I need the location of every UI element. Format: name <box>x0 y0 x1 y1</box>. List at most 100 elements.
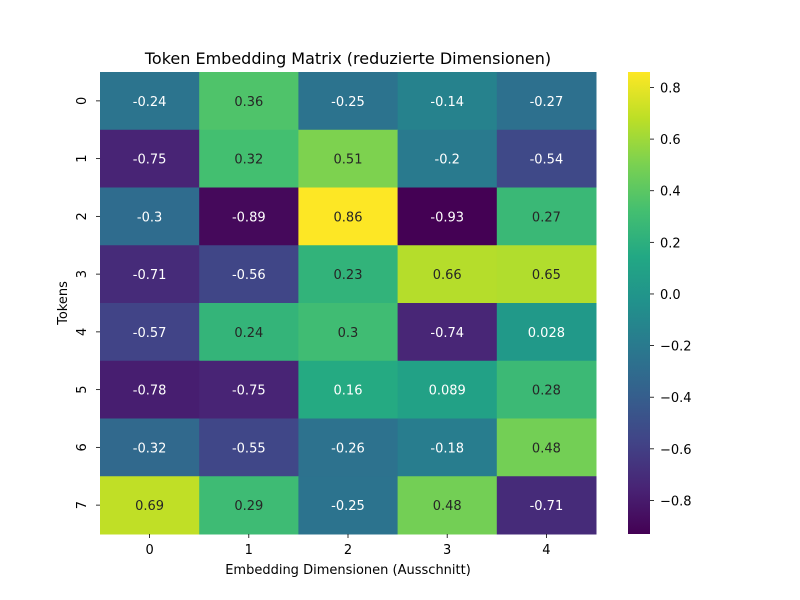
heatmap-cell-r0-c0 <box>100 72 200 131</box>
cell-label-r6-c4: 0.48 <box>532 441 561 456</box>
heatmap-cell-r4-c1 <box>199 303 299 362</box>
cell-label-r6-c3: -0.18 <box>430 441 464 456</box>
cell-label-r4-c3: -0.74 <box>430 326 464 341</box>
heatmap-cell-labels: -0.24 0.36 -0.25 -0.14 -0.27 -0.75 0.32 0.51 -0.… <box>133 95 565 514</box>
heatmap-cell-r0-c3 <box>397 72 498 131</box>
cell-label-r7-c4: -0.71 <box>530 499 564 514</box>
cell-label-r0-c3: -0.14 <box>430 95 464 110</box>
cell-label-r1-c4: -0.54 <box>530 153 564 168</box>
y-axis-label: Tokens <box>56 281 71 326</box>
heatmap-cell-r0-c2 <box>298 72 399 131</box>
y-tick-label-4: 4 <box>75 328 90 336</box>
heatmap-cell-r7-c0 <box>100 476 200 535</box>
y-tick-label-6: 6 <box>75 443 90 451</box>
heatmap-cell-r4-c0 <box>100 303 200 362</box>
cell-label-r1-c0: -0.75 <box>133 153 167 168</box>
colorbar-gradient <box>628 72 650 534</box>
heatmap-cell-r3-c1 <box>199 245 299 304</box>
heatmap-cell-r5-c2 <box>298 360 399 419</box>
cell-label-r4-c2: 0.3 <box>338 326 359 341</box>
x-axis-label: Embedding Dimensionen (Ausschnitt) <box>225 563 471 578</box>
colorbar-tick-label-7: −0.6 <box>660 443 692 458</box>
heatmap-cell-r5-c0 <box>100 360 200 419</box>
cell-label-r0-c2: -0.25 <box>331 95 365 110</box>
cell-label-r2-c3: -0.93 <box>430 210 464 225</box>
y-tick-label-3: 3 <box>75 270 90 278</box>
heatmap-cell-r6-c4 <box>496 418 597 477</box>
colorbar-tick-label-3: 0.2 <box>660 236 681 251</box>
heatmap-cell-r0-c1 <box>199 72 299 131</box>
cell-label-r4-c1: 0.24 <box>234 326 263 341</box>
cell-label-r4-c4: 0.028 <box>528 326 565 341</box>
cell-label-r1-c3: -0.2 <box>435 153 460 168</box>
colorbar-ticks: 0.8 0.6 0.4 0.2 0.0 −0.2 −0.4 −0.6 −0.8 <box>650 81 692 509</box>
heatmap-cell-r6-c2 <box>298 418 399 477</box>
cell-label-r3-c2: 0.23 <box>334 268 363 283</box>
heatmap-cell-r7-c4 <box>496 476 597 535</box>
heatmap-cell-r2-c2 <box>298 187 399 246</box>
cell-label-r0-c4: -0.27 <box>530 95 564 110</box>
cell-label-r1-c2: 0.51 <box>334 153 363 168</box>
x-tick-label-0: 0 <box>145 543 153 558</box>
heatmap-cell-r6-c1 <box>199 418 299 477</box>
colorbar-tick-label-6: −0.4 <box>660 391 692 406</box>
cell-label-r3-c3: 0.66 <box>433 268 462 283</box>
heatmap-cell-r1-c3 <box>397 129 498 188</box>
cell-label-r0-c1: 0.36 <box>234 95 263 110</box>
cell-label-r6-c0: -0.32 <box>133 441 167 456</box>
y-tick-label-1: 1 <box>75 154 90 162</box>
heatmap-cell-r3-c3 <box>397 245 498 304</box>
heatmap-cell-r1-c1 <box>199 129 299 188</box>
colorbar-tick-label-0: 0.8 <box>660 81 681 96</box>
heatmap-cell-r3-c4 <box>496 245 597 304</box>
cell-label-r3-c4: 0.65 <box>532 268 561 283</box>
heatmap-cell-r1-c0 <box>100 129 200 188</box>
cell-label-r7-c1: 0.29 <box>234 499 263 514</box>
heatmap-cell-r4-c3 <box>397 303 498 362</box>
heatmap-cell-r5-c1 <box>199 360 299 419</box>
heatmap-cell-r7-c2 <box>298 476 399 535</box>
y-tick-label-7: 7 <box>75 501 90 509</box>
heatmap-cell-r2-c4 <box>496 187 597 246</box>
cell-label-r5-c4: 0.28 <box>532 384 561 399</box>
cell-label-r5-c2: 0.16 <box>334 384 363 399</box>
y-tick-label-5: 5 <box>75 385 90 393</box>
cell-label-r5-c3: 0.089 <box>429 384 466 399</box>
cell-label-r2-c4: 0.27 <box>532 210 561 225</box>
x-tick-label-1: 1 <box>245 543 253 558</box>
heatmap-cell-r6-c3 <box>397 418 498 477</box>
cell-label-r5-c1: -0.75 <box>232 384 266 399</box>
cell-label-r2-c0: -0.3 <box>137 210 162 225</box>
cell-label-r6-c1: -0.55 <box>232 441 266 456</box>
cell-label-r2-c2: 0.86 <box>334 210 363 225</box>
y-axis-ticks: 0 1 2 3 4 5 6 7 <box>75 97 100 509</box>
x-tick-label-3: 3 <box>443 543 451 558</box>
heatmap-cell-r5-c4 <box>496 360 597 419</box>
chart-title: Token Embedding Matrix (reduzierte Dimen… <box>144 49 551 68</box>
heatmap-cell-r1-c4 <box>496 129 597 188</box>
heatmap-cell-r0-c4 <box>496 72 597 131</box>
cell-label-r7-c2: -0.25 <box>331 499 365 514</box>
cell-label-r5-c0: -0.78 <box>133 384 167 399</box>
colorbar: 0.8 0.6 0.4 0.2 0.0 −0.2 −0.4 −0.6 −0.8 <box>628 72 692 534</box>
colorbar-tick-label-2: 0.4 <box>660 185 681 200</box>
cell-label-r7-c3: 0.48 <box>433 499 462 514</box>
colorbar-tick-label-4: 0.0 <box>660 288 681 303</box>
y-tick-label-0: 0 <box>75 97 90 105</box>
heatmap-cell-r2-c3 <box>397 187 498 246</box>
y-tick-label-2: 2 <box>75 212 90 220</box>
x-tick-label-2: 2 <box>344 543 352 558</box>
cell-label-r3-c0: -0.71 <box>133 268 167 283</box>
cell-label-r6-c2: -0.26 <box>331 441 365 456</box>
heatmap-cell-r3-c2 <box>298 245 399 304</box>
heatmap-cell-r7-c1 <box>199 476 299 535</box>
colorbar-tick-label-5: −0.2 <box>660 340 692 355</box>
heatmap-cell-r1-c2 <box>298 129 399 188</box>
heatmap-cell-r7-c3 <box>397 476 498 535</box>
heatmap-cell-r5-c3 <box>397 360 498 419</box>
cell-label-r1-c1: 0.32 <box>234 153 263 168</box>
cell-label-r2-c1: -0.89 <box>232 210 266 225</box>
heatmap-cell-r3-c0 <box>100 245 200 304</box>
cell-label-r4-c0: -0.57 <box>133 326 167 341</box>
